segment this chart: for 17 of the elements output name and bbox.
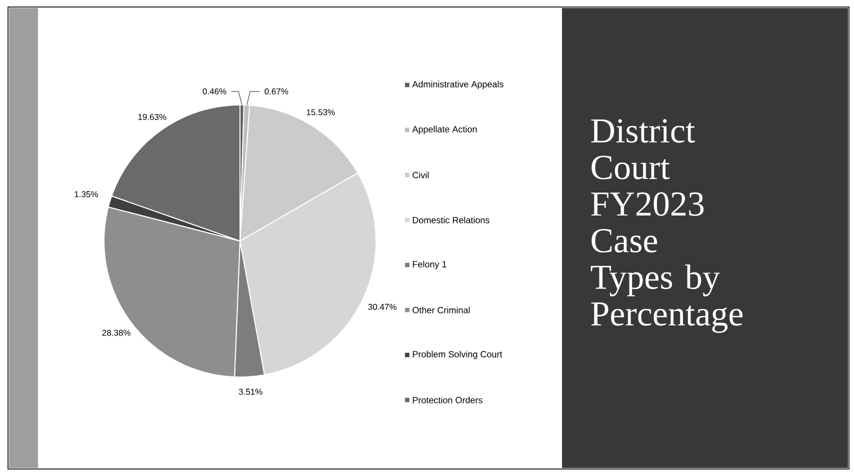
legend-label: Civil [412,172,429,178]
legend-label: Problem Solving Court [412,350,502,360]
text: District Court FY2023 Case Types by Percentage [590,119,743,333]
legend-label: Administrative Appeals [412,80,504,90]
legend-label: Other Criminal [412,306,470,314]
data-label: 3.51% [238,388,262,395]
data-label: 30.47% [368,304,396,310]
data-label: 19.63% [138,114,166,120]
legend-label: Protection Orders [412,396,482,404]
data-label: 0.46% [202,88,226,94]
legend-label: Felony 1 [412,260,446,270]
data-label: 1.35% [74,191,98,198]
legend-label: Appellate Action [412,126,477,134]
data-label: 15.53% [306,109,335,116]
data-label: 0.67% [264,88,288,94]
data-label: 28.38% [102,330,130,336]
legend-label: Domestic Relations [412,216,490,224]
